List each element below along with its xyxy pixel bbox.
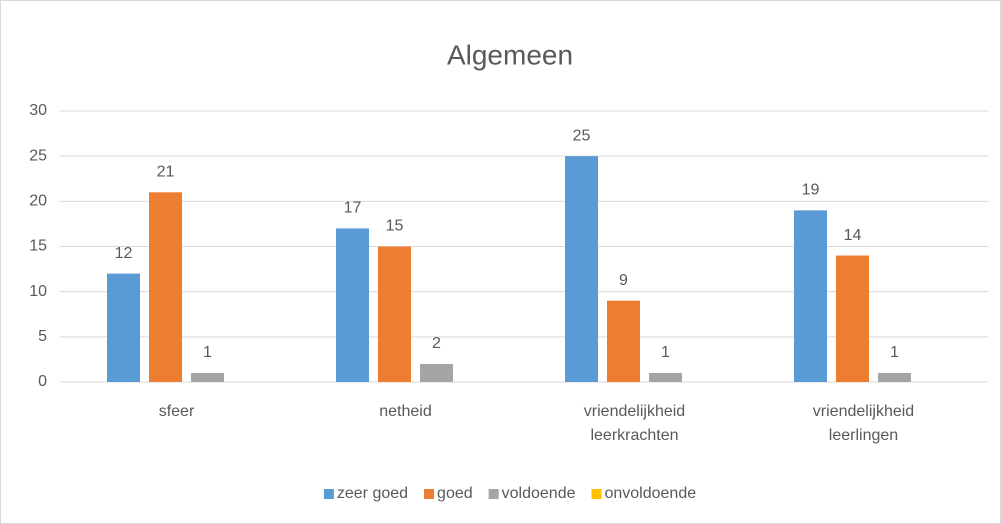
data-label: 14 (844, 227, 862, 244)
x-tick-label: vriendelijkheid leerkrachten (584, 403, 685, 444)
bar (565, 156, 598, 382)
y-tick-label: 5 (38, 328, 47, 345)
data-label: 19 (802, 182, 820, 199)
bar (878, 372, 911, 382)
bar (191, 372, 224, 382)
y-tick-label: 30 (29, 102, 47, 119)
x-tick-label: netheid (379, 403, 432, 420)
data-label: 1 (890, 344, 899, 361)
legend-swatch (424, 489, 435, 499)
data-label: 1 (203, 344, 212, 361)
y-tick-label: 0 (38, 373, 47, 390)
bar (107, 273, 140, 382)
bar (607, 300, 640, 382)
data-label: 1 (661, 344, 670, 361)
y-tick-label: 25 (29, 147, 47, 164)
bar (794, 210, 827, 382)
legend-label: onvoldoende (604, 485, 696, 502)
legend-label: goed (437, 485, 473, 502)
data-label: 15 (386, 218, 404, 235)
y-tick-label: 20 (29, 193, 47, 210)
legend-label: voldoende (502, 485, 576, 502)
legend-swatch (323, 489, 334, 499)
data-label: 21 (157, 164, 175, 181)
y-tick-label: 15 (29, 238, 47, 255)
data-label: 17 (344, 200, 362, 217)
bar (378, 246, 411, 382)
legend-swatch (488, 489, 499, 499)
bar (336, 228, 369, 382)
bar (420, 363, 453, 382)
data-label: 9 (619, 272, 628, 289)
data-label: 25 (573, 127, 591, 144)
y-tick-label: 10 (29, 283, 47, 300)
data-label: 12 (115, 245, 133, 262)
bar (836, 255, 869, 382)
legend-label: zeer goed (337, 485, 408, 502)
x-tick-label: vriendelijkheid leerlingen (813, 403, 914, 444)
bar (649, 372, 682, 382)
x-tick-label: sfeer (159, 403, 195, 420)
legend-swatch (591, 489, 602, 499)
data-label: 2 (432, 335, 441, 352)
bar (149, 192, 182, 382)
chart-title: Algemeen (447, 39, 573, 70)
